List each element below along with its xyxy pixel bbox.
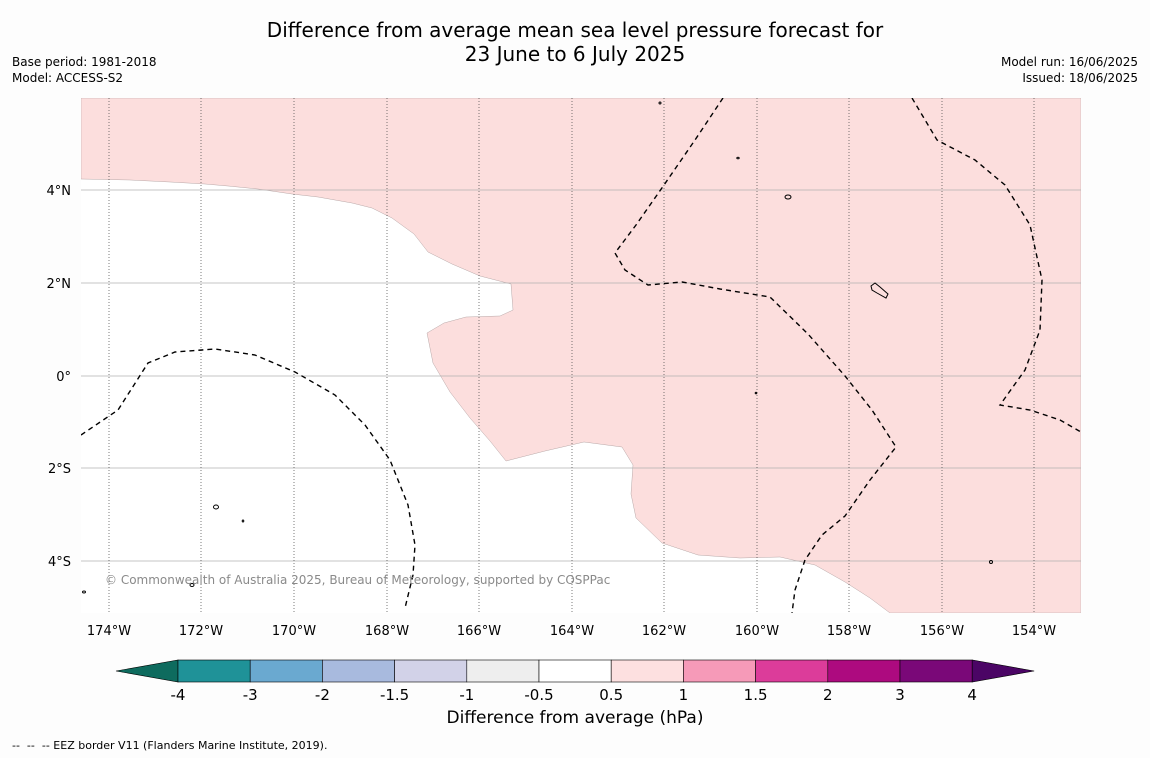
colorbar-tick-label: 1 (679, 686, 689, 704)
lat-label: 2°N (47, 277, 72, 292)
colorbar: -4 -3 -2 -1.5 -1 -0.5 0.5 1 1.5 2 3 4 (115, 659, 1035, 704)
islands (82, 101, 993, 594)
island (82, 590, 86, 594)
eez-footnote: -- -- -- EEZ border V11 (Flanders Marine… (12, 739, 328, 752)
colorbar-swatch (899, 659, 973, 683)
island (870, 282, 889, 299)
lon-label: 170°W (272, 624, 316, 639)
eez-border-central (614, 98, 897, 613)
lon-label: 162°W (642, 624, 686, 639)
lat-label: 0° (56, 370, 71, 385)
island (736, 156, 740, 160)
colorbar-tick-label: -3 (243, 686, 258, 704)
colorbar-swatch (177, 659, 251, 683)
colorbar-extend-low (115, 659, 179, 683)
eez-border-east (911, 98, 1081, 433)
lon-labels: 174°W 172°W 170°W 168°W 166°W 164°W 162°… (87, 624, 1056, 639)
colorbar-tick-label: -2 (315, 686, 330, 704)
colorbar-tick-label: -1 (459, 686, 474, 704)
model-name: Model: ACCESS-S2 (12, 71, 124, 85)
anomaly-region (81, 98, 1081, 613)
colorbar-tick-label: 0.5 (599, 686, 623, 704)
copyright-notice: © Commonwealth of Australia 2025, Bureau… (105, 573, 610, 587)
lon-label: 174°W (87, 624, 131, 639)
colorbar-tick-label: 1.5 (744, 686, 768, 704)
issued-date: Issued: 18/06/2025 (1022, 71, 1138, 85)
colorbar-swatch (394, 659, 468, 683)
lon-label: 166°W (457, 624, 501, 639)
lon-label: 154°W (1012, 624, 1056, 639)
colorbar-tick-label: 4 (967, 686, 977, 704)
island (754, 391, 758, 395)
lon-label: 158°W (827, 624, 871, 639)
colorbar-tick-label: -4 (171, 686, 186, 704)
colorbar-swatch (322, 659, 395, 683)
eez-borders (81, 98, 1081, 613)
model-run: Model run: 16/06/2025 (1000, 55, 1138, 69)
colorbar-swatch (249, 659, 323, 683)
base-period: Base period: 1981-2018 (12, 55, 157, 69)
lat-label: 4°N (47, 184, 72, 199)
island (989, 560, 993, 564)
lat-label: 4°S (48, 555, 71, 570)
colorbar-swatch (466, 659, 540, 683)
island (213, 504, 219, 510)
map-title: Difference from average mean sea level p… (0, 18, 1150, 66)
title-line-1: Difference from average mean sea level p… (266, 18, 884, 42)
lat-labels: 4°N 2°N 0° 2°S 4°S (47, 184, 72, 570)
title-line-2: 23 June to 6 July 2025 (464, 42, 686, 66)
lat-label: 2°S (48, 462, 71, 477)
meta-right: Model run: 16/06/2025 Issued: 18/06/2025 (1001, 54, 1138, 86)
colorbar-tick-label: 3 (895, 686, 905, 704)
colorbar-swatch (683, 659, 756, 683)
colorbar-swatch (610, 659, 684, 683)
colorbar-extend-high (971, 659, 1035, 683)
colorbar-tick-label: 2 (823, 686, 833, 704)
colorbar-tick-label: -0.5 (524, 686, 553, 704)
lat-gridlines (81, 189, 1081, 562)
lon-label: 160°W (735, 624, 779, 639)
colorbar-tick-label: -1.5 (380, 686, 409, 704)
colorbar-swatch (755, 659, 829, 683)
lon-label: 164°W (550, 624, 594, 639)
lon-label: 156°W (920, 624, 964, 639)
lon-label: 168°W (365, 624, 409, 639)
island (189, 583, 195, 587)
colorbar-title: Difference from average (hPa) (446, 708, 704, 728)
meta-left: Base period: 1981-2018 Model: ACCESS-S2 (12, 54, 157, 86)
lon-label: 172°W (179, 624, 223, 639)
lon-gridlines (108, 98, 1035, 613)
island (241, 519, 245, 523)
island (658, 101, 662, 105)
colorbar-swatch (827, 659, 901, 683)
colorbar-swatch (538, 659, 612, 683)
island (784, 194, 792, 200)
